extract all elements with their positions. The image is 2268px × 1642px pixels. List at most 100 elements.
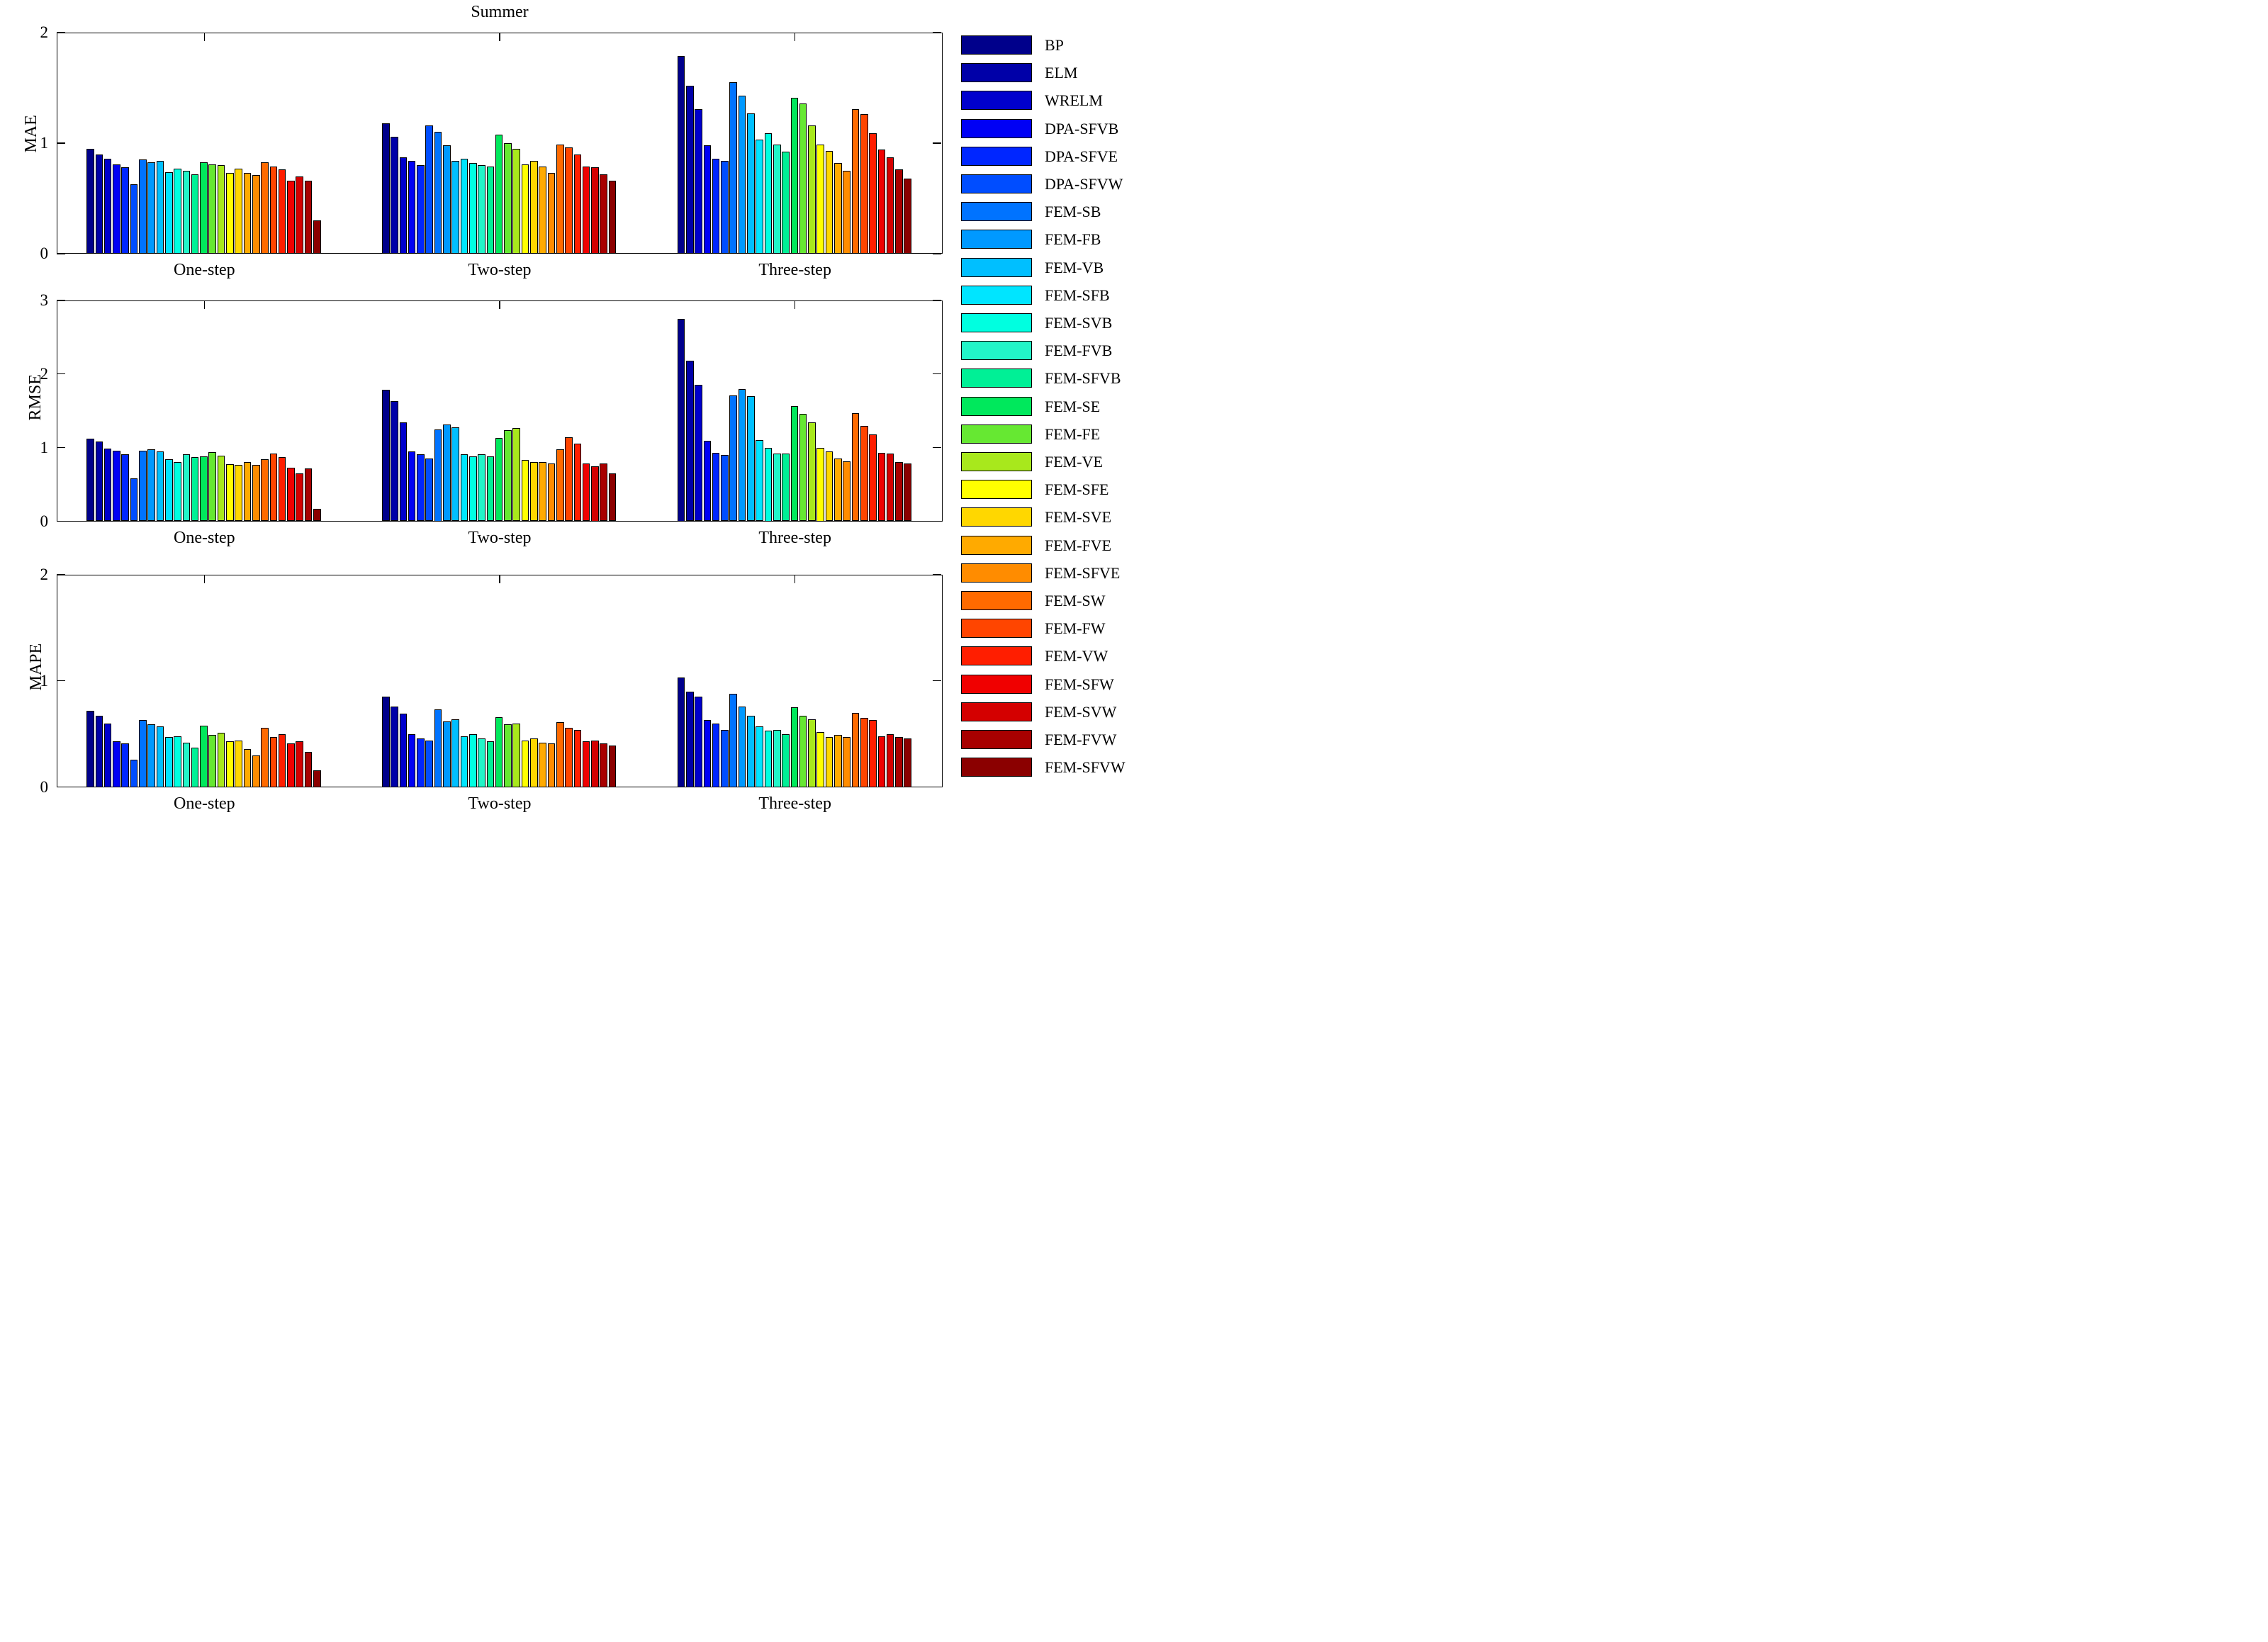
bar-mae-one-step-wrelm [103, 158, 112, 254]
bar-mae-three-step-bp [677, 55, 685, 254]
bar-mape-one-step-fem-sfve [252, 755, 260, 787]
legend-row-fem-sfvw: FEM-SFVW [961, 758, 1131, 777]
legend-swatch-fem-sw [961, 591, 1032, 610]
bar-mape-one-step-dpa-sfvw [130, 759, 138, 787]
ytick-left [57, 253, 65, 254]
legend-label-fem-sfb: FEM-SFB [1045, 286, 1110, 304]
bar-mape-one-step-fem-ve [217, 733, 225, 787]
bar-rmse-two-step-fem-sb [434, 429, 442, 522]
bar-rmse-three-step-fem-sfvw [904, 463, 911, 522]
legend-label-fem-fe: FEM-FE [1045, 424, 1101, 443]
bar-mape-one-step-fem-sve [235, 740, 242, 787]
bar-mape-three-step-fem-vb [747, 716, 755, 787]
legend-row-wrelm: WRELM [961, 91, 1131, 111]
bar-mape-one-step-fem-sfvw [313, 770, 321, 787]
legend-swatch-fem-se [961, 396, 1032, 416]
bar-mae-three-step-fem-fe [799, 103, 807, 254]
bar-mape-three-step-fem-svw [886, 733, 894, 787]
figure-title: Summer [471, 3, 529, 21]
legend-swatch-fem-fvw [961, 730, 1032, 749]
bar-mae-two-step-fem-sw [556, 144, 564, 254]
legend-swatch-fem-vb [961, 257, 1032, 277]
bar-mape-one-step-fem-svw [296, 741, 304, 787]
bar-mape-one-step-fem-fw [269, 737, 278, 787]
bar-mape-three-step-fem-sfvw [904, 738, 911, 787]
bar-rmse-one-step-fem-vb [156, 451, 164, 522]
bar-mae-one-step-fem-sfb [164, 171, 173, 254]
bar-mae-three-step-elm [685, 85, 694, 254]
bar-mape-two-step-fem-sfve [547, 743, 556, 787]
bar-mape-two-step-fem-sfvw [608, 746, 617, 787]
bar-rmse-one-step-dpa-sfvb [113, 450, 120, 522]
bar-mae-one-step-fem-ve [217, 165, 225, 254]
bar-rmse-three-step-wrelm [695, 385, 702, 522]
bar-mae-three-step-dpa-sfvw [721, 160, 729, 254]
bar-rmse-three-step-fem-ve [808, 422, 816, 522]
bar-rmse-one-step-fem-sw [261, 459, 269, 522]
bar-mape-one-step-fem-sw [261, 727, 269, 787]
bar-rmse-three-step-dpa-sfve [712, 452, 720, 522]
bar-rmse-three-step-fem-fvb [773, 453, 781, 522]
bar-mape-three-step-elm [685, 691, 694, 787]
bar-rmse-two-step-fem-sfvw [608, 473, 617, 522]
legend-swatch-bp [961, 35, 1032, 55]
bar-mae-one-step-fem-vw [278, 169, 286, 254]
bar-mape-two-step-fem-svb [468, 733, 477, 787]
category-label-two-step: Two-step [468, 794, 532, 813]
bar-mape-three-step-fem-sfe [816, 731, 824, 787]
legend-row-fem-fw: FEM-FW [961, 619, 1131, 639]
bar-mae-three-step-fem-fb [738, 95, 746, 254]
legend-swatch-fem-vw [961, 646, 1032, 666]
legend-label-fem-fvw: FEM-FVW [1045, 731, 1117, 748]
bar-rmse-two-step-fem-fb [443, 424, 451, 522]
bar-mae-two-step-fem-sfb [460, 158, 468, 254]
legend-row-dpa-sfvb: DPA-SFVB [961, 118, 1131, 139]
bar-mae-one-step-fem-vb [156, 160, 164, 254]
bar-mae-two-step-dpa-sfvw [425, 125, 434, 254]
bar-mape-one-step-fem-fvw [304, 752, 313, 787]
bar-mape-three-step-fem-sfve [843, 737, 850, 787]
legend-row-fem-sw: FEM-SW [961, 591, 1131, 611]
bar-rmse-three-step-dpa-sfvb [703, 441, 712, 522]
bar-mape-three-step-fem-sfw [877, 736, 886, 787]
ytick-right [933, 373, 942, 375]
legend-swatch-wrelm [961, 91, 1032, 111]
bar-rmse-one-step-bp [86, 439, 94, 522]
bar-mape-two-step-fem-ve [512, 723, 521, 787]
bar-mape-three-step-fem-fvb [773, 729, 781, 787]
legend-row-fem-sve: FEM-SVE [961, 507, 1131, 527]
bar-mae-two-step-fem-sb [434, 132, 442, 254]
legend-swatch-fem-fve [961, 535, 1032, 555]
xtick-top [499, 33, 500, 41]
bar-mae-two-step-fem-vw [573, 154, 582, 254]
bar-mape-one-step-dpa-sfvb [113, 741, 120, 787]
bar-rmse-three-step-fem-se [790, 406, 799, 522]
bar-rmse-three-step-fem-sb [729, 395, 737, 522]
bar-rmse-two-step-fem-fw [565, 437, 573, 522]
legend-label-fem-sve: FEM-SVE [1045, 508, 1112, 527]
legend-row-fem-fvb: FEM-FVB [961, 341, 1131, 361]
bar-mae-one-step-fem-se [200, 162, 208, 254]
bar-rmse-three-step-fem-sfb [756, 440, 763, 522]
bar-mape-two-step-fem-fb [443, 721, 451, 787]
bar-rmse-three-step-fem-fvw [895, 462, 903, 522]
bar-rmse-three-step-fem-fw [860, 426, 868, 522]
ytick-right [933, 299, 942, 301]
bar-mape-one-step-dpa-sfve [121, 743, 130, 787]
legend-label-fem-vb: FEM-VB [1045, 258, 1104, 276]
bar-rmse-one-step-fem-svw [296, 473, 304, 522]
legend-row-fem-vw: FEM-VW [961, 646, 1131, 666]
ytick-label-rmse-2: 2 [40, 364, 49, 383]
legend-swatch-fem-fb [961, 230, 1032, 249]
bar-rmse-three-step-dpa-sfvw [721, 454, 729, 522]
bar-rmse-two-step-fem-sfvb [486, 456, 495, 522]
category-label-one-step: One-step [174, 261, 235, 279]
bar-mae-three-step-fem-sfve [843, 171, 850, 254]
bar-mae-three-step-fem-sfe [816, 144, 824, 254]
legend-row-fem-fvw: FEM-FVW [961, 730, 1131, 750]
bar-rmse-one-step-fem-vw [278, 457, 286, 522]
legend-swatch-dpa-sfvw [961, 174, 1032, 193]
bar-rmse-three-step-fem-sfw [877, 452, 886, 522]
legend-row-fem-sfve: FEM-SFVE [961, 563, 1131, 583]
bar-mae-one-step-elm [95, 154, 103, 254]
